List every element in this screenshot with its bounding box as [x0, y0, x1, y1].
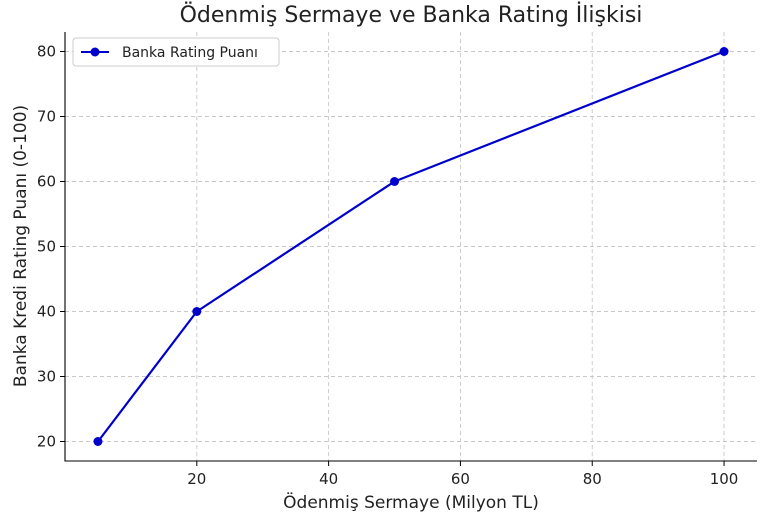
x-axis-title: Ödenmiş Sermaye (Milyon TL): [283, 491, 539, 512]
x-tick-label: 40: [319, 470, 338, 488]
grid: [65, 32, 757, 461]
legend-box: [72, 37, 280, 67]
x-tick-label: 20: [187, 470, 206, 488]
y-tick-label: 60: [37, 173, 56, 191]
x-tick-label: 80: [583, 470, 602, 488]
legend-label: Banka Rating Puanı: [122, 45, 258, 61]
y-tick-label: 20: [37, 433, 56, 451]
data-point: [390, 177, 400, 186]
y-tick-label: 80: [37, 43, 56, 61]
y-tick-label: 30: [37, 368, 56, 386]
series-layer: [93, 47, 729, 446]
data-point: [719, 47, 729, 56]
x-tick-label: 100: [710, 470, 739, 488]
axis-ticks: 20 40 60 80 100 20 30 40 50 60 70 80: [37, 43, 738, 489]
data-point: [93, 437, 103, 446]
series-line: [97, 50, 725, 443]
y-axis-title: Banka Kredi Rating Puanı (0-100): [11, 105, 31, 387]
y-tick-label: 70: [37, 108, 56, 126]
x-tick-label: 60: [451, 470, 470, 488]
plot-frame: [64, 32, 757, 462]
legend: Banka Rating Puanı: [72, 37, 280, 67]
chart-title: Ödenmiş Sermaye ve Banka Rating İlişkisi: [180, 2, 643, 28]
y-tick-label: 40: [37, 303, 56, 321]
y-tick-label: 50: [37, 238, 56, 256]
legend-marker-sample: [90, 47, 100, 57]
data-point: [192, 307, 202, 316]
